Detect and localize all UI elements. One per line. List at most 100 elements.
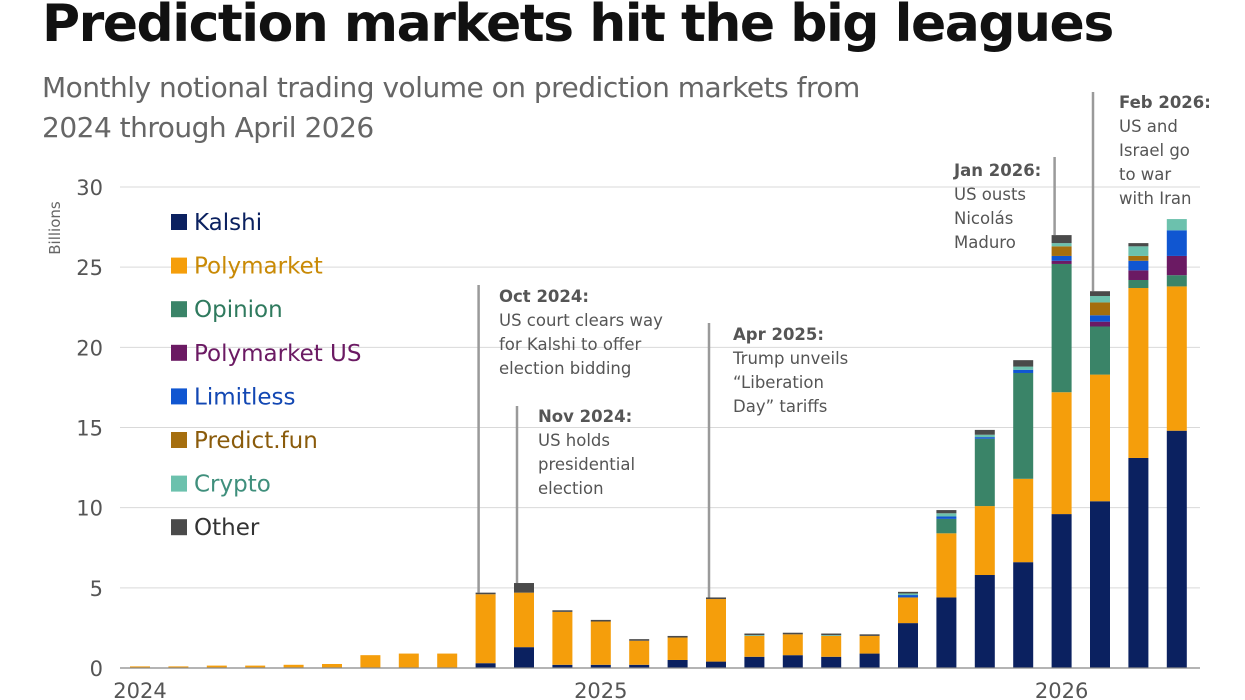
bar-segment [1166, 275, 1187, 287]
annotation-text: Day” tariffs [733, 397, 827, 416]
bar-segment [667, 637, 688, 660]
annotation-text: Israel go [1119, 141, 1190, 160]
bar-segment [744, 656, 765, 668]
bar-segment [1090, 302, 1110, 316]
bar-segment [821, 633, 842, 636]
annotation-title: Feb 2026: [1119, 93, 1211, 112]
annotation-text: “Liberation [733, 373, 824, 392]
bar-segment [936, 510, 957, 514]
bar-segment [1013, 562, 1034, 668]
bar-segment [974, 506, 995, 576]
bar-segment [283, 664, 304, 668]
annotation-text: with Iran [1119, 189, 1191, 208]
bar-segment [744, 635, 765, 657]
bar-segment [1051, 235, 1072, 244]
bar-segment [398, 653, 419, 668]
bar-segment [667, 635, 688, 638]
bar-segment [1128, 243, 1149, 247]
bar-segment [1051, 246, 1072, 256]
annotation-text: Nicolás [954, 209, 1013, 228]
legend-swatch [171, 301, 187, 318]
annotation-text: Maduro [954, 233, 1016, 252]
bar-segment [437, 653, 458, 668]
legend-label: Opinion [194, 297, 283, 323]
bar-segment [552, 610, 573, 612]
bar-segment [1128, 457, 1149, 668]
bar-segment [1166, 230, 1187, 256]
bar-segment [782, 655, 803, 668]
bar-segment [936, 518, 957, 534]
annotation-text: US ousts [954, 185, 1026, 204]
bar-segment [629, 664, 650, 668]
y-tick-label: 30 [76, 176, 103, 200]
bar-segment [1090, 321, 1110, 327]
legend-swatch [171, 388, 187, 405]
legend-swatch [171, 519, 187, 536]
bar-segment [322, 663, 342, 668]
bar-segment [1090, 374, 1110, 502]
bar-segment [974, 575, 995, 668]
bar-segment [629, 640, 650, 665]
bar-segment [475, 592, 496, 595]
bar-segment [706, 599, 726, 662]
bar-segment [1128, 255, 1149, 261]
bar-segment [898, 591, 918, 594]
bar-segment [514, 583, 534, 593]
annotation-text: US holds [538, 431, 610, 450]
bar-segment [552, 664, 573, 668]
bar-segment [475, 663, 496, 668]
bar-segment [1090, 296, 1110, 303]
bar-segment [936, 597, 957, 668]
bar-segment [245, 665, 266, 668]
bar-segment [667, 659, 688, 668]
bar-segment [859, 635, 880, 654]
bar-segment [898, 623, 918, 668]
legend-label: Crypto [194, 472, 271, 498]
bar-segment [744, 635, 765, 636]
bar-segment [706, 597, 726, 600]
annotation-text: presidential [538, 455, 635, 474]
bar-segment [1090, 291, 1110, 297]
bar-segment [1166, 219, 1187, 231]
bar-segment [168, 666, 189, 668]
bar-segment [1013, 478, 1034, 563]
bar-segment [936, 516, 957, 519]
y-axis-label: Billions [46, 201, 64, 255]
bar-segment [859, 653, 880, 668]
bar-segment [130, 666, 150, 668]
annotation-title: Jan 2026: [953, 161, 1041, 180]
x-axis: 2024 2025 2026 [113, 679, 1088, 700]
bar-segment [590, 621, 611, 665]
bar-segment [1090, 315, 1110, 322]
bar-segment [514, 592, 534, 648]
bar-segment [898, 597, 918, 624]
y-tick-label: 5 [90, 577, 103, 601]
annotation-text: Trump unveils [732, 349, 848, 368]
bar-segment [475, 594, 496, 664]
bars [130, 219, 1187, 668]
legend: Kalshi Polymarket Opinion Polymarket US Limi… [171, 210, 362, 541]
bar-segment [974, 434, 995, 438]
legend-swatch [171, 475, 187, 492]
bar-segment [590, 664, 611, 668]
bar-segment [936, 513, 957, 517]
annotation-text: to war [1119, 165, 1171, 184]
legend-label: Other [194, 515, 260, 541]
y-axis: 0 5 10 15 20 25 30 [76, 176, 103, 681]
legend-label: Predict.fun [194, 428, 318, 454]
annotation-text: US court clears way [499, 311, 663, 330]
x-tick-label: 2024 [113, 679, 166, 700]
bar-segment [1013, 372, 1034, 479]
annotation-text: US and [1119, 117, 1178, 136]
bar-segment [1051, 255, 1072, 261]
bar-segment [1090, 326, 1110, 375]
legend-label: Polymarket US [194, 341, 362, 367]
bar-segment [821, 656, 842, 668]
bar-segment [1128, 260, 1149, 271]
y-tick-label: 20 [76, 336, 103, 360]
bar-segment [360, 655, 381, 668]
bar-segment [936, 533, 957, 598]
bar-segment [1051, 514, 1072, 668]
y-tick-label: 25 [76, 256, 103, 280]
bar-segment [898, 593, 918, 596]
